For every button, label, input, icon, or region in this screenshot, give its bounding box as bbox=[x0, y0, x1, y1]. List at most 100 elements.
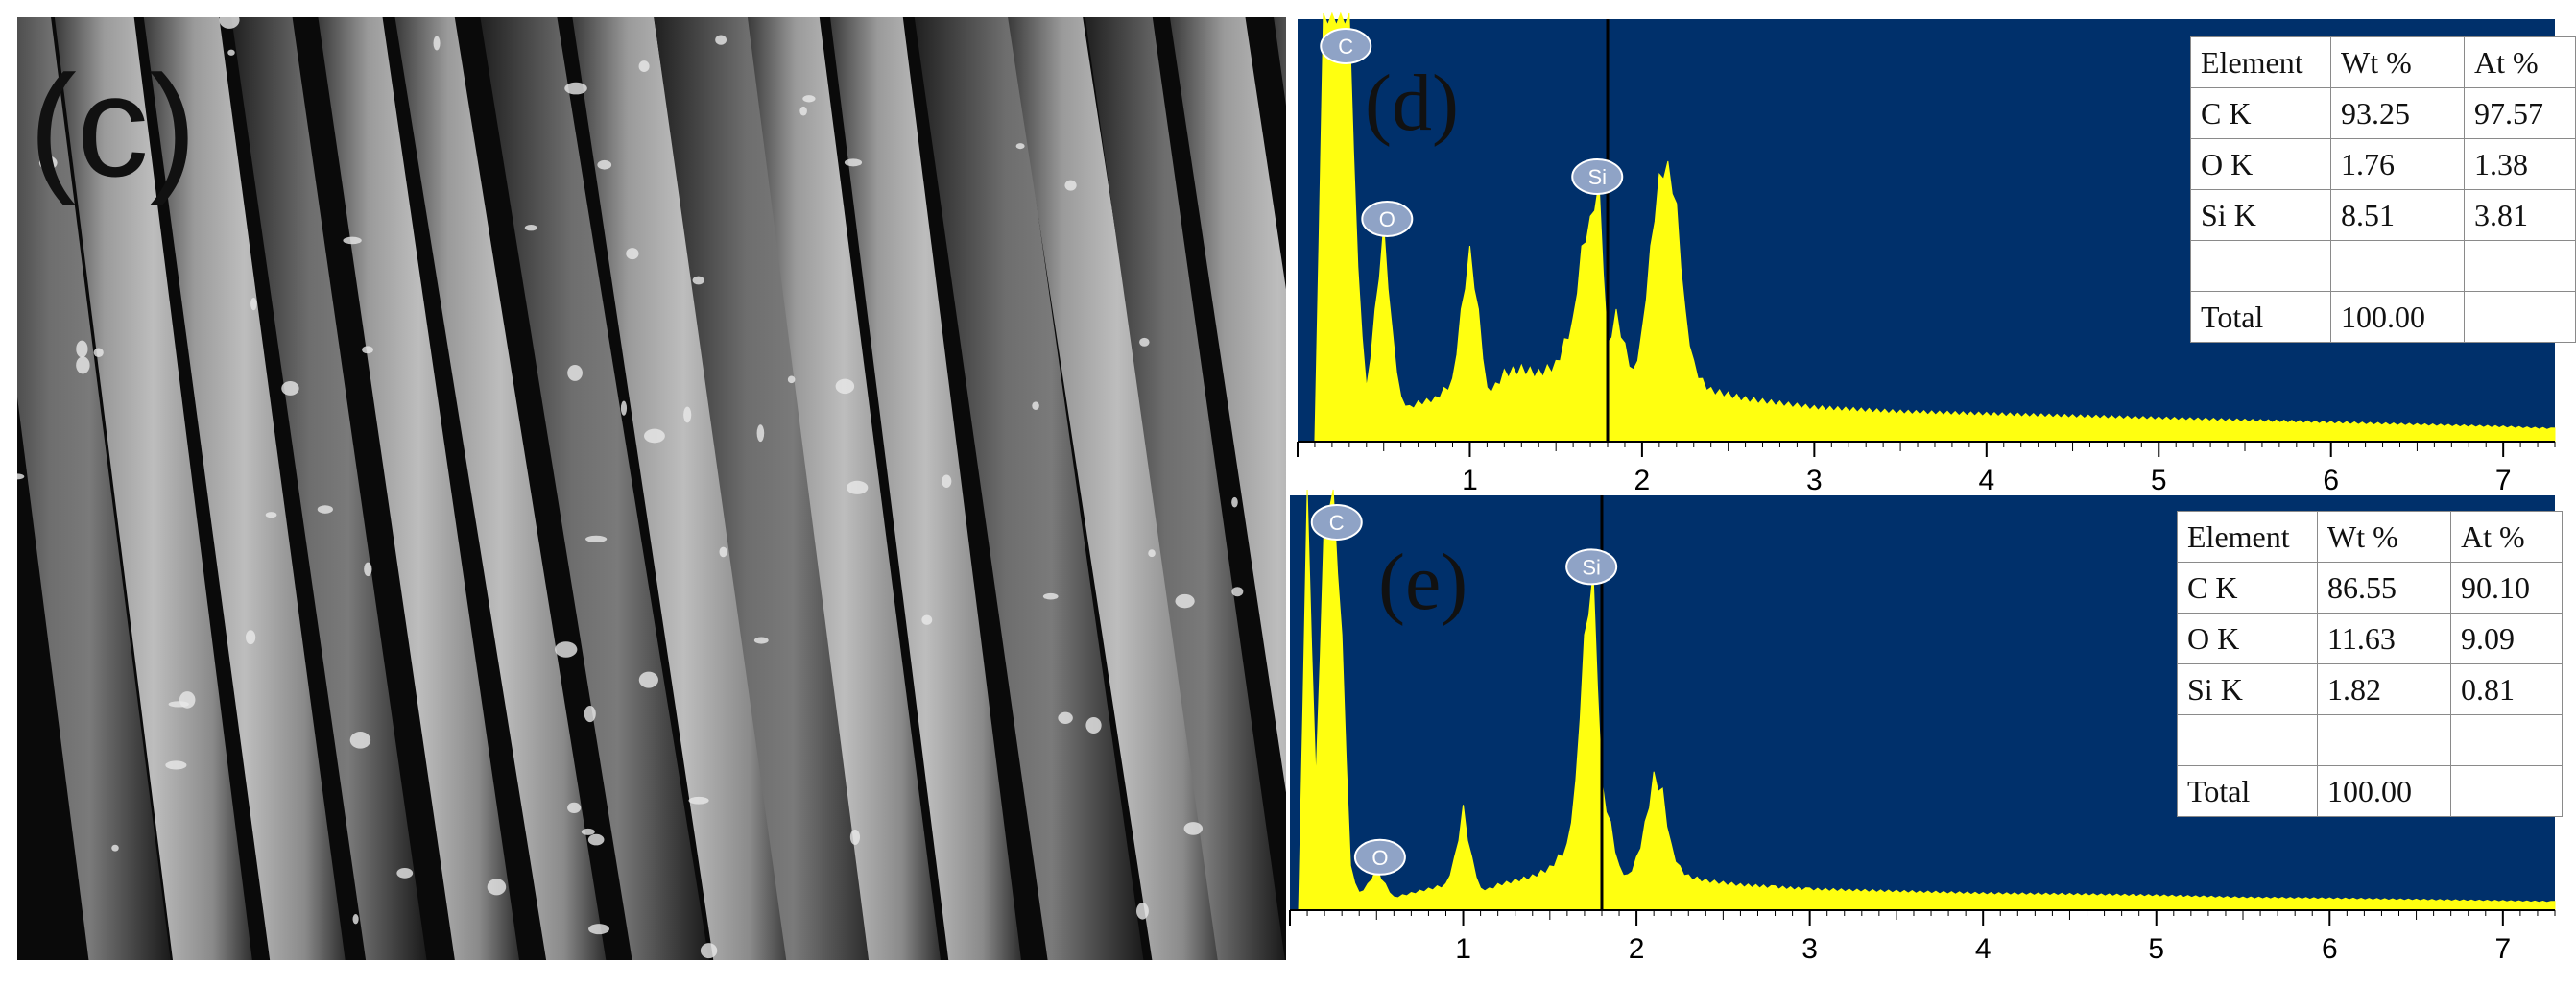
table-cell bbox=[2190, 240, 2331, 292]
peak-marker-label: C bbox=[1329, 511, 1345, 535]
table-cell bbox=[2317, 714, 2451, 766]
table-header-cell: Element bbox=[2177, 511, 2318, 563]
panel-label-c: (c) bbox=[29, 45, 197, 206]
table-header-cell: At % bbox=[2464, 36, 2576, 88]
surface-particle bbox=[76, 340, 88, 358]
carbon-fiber bbox=[54, 17, 252, 960]
table-cell bbox=[2464, 240, 2576, 292]
surface-particle bbox=[799, 106, 807, 116]
peak-marker bbox=[1571, 158, 1624, 195]
surface-particle bbox=[620, 400, 628, 416]
x-tick-label: 2 bbox=[1634, 465, 1651, 496]
peak-marker-label: C bbox=[1338, 35, 1353, 59]
x-tick-label: 1 bbox=[1462, 465, 1478, 496]
surface-particle bbox=[587, 833, 605, 846]
surface-particle bbox=[219, 17, 240, 29]
surface-particle bbox=[433, 36, 441, 51]
surface-particle bbox=[1175, 593, 1195, 609]
table-cell: 86.55 bbox=[2317, 562, 2451, 614]
peak-marker bbox=[1320, 28, 1372, 64]
surface-particle bbox=[715, 35, 727, 45]
table-cell bbox=[2177, 714, 2318, 766]
surface-particle bbox=[1032, 401, 1039, 410]
surface-particle bbox=[1231, 496, 1238, 508]
surface-particle bbox=[281, 381, 299, 396]
carbon-fiber bbox=[394, 17, 607, 960]
table-row: Si K 1.82 0.81 bbox=[2177, 663, 2563, 715]
carbon-fiber bbox=[654, 17, 887, 960]
table-header-cell: Element bbox=[2190, 36, 2331, 88]
surface-particle bbox=[756, 424, 765, 443]
table-row: O K 11.63 9.09 bbox=[2177, 613, 2563, 664]
table-row: Total 100.00 bbox=[2177, 765, 2563, 817]
surface-particle bbox=[352, 914, 359, 925]
table-cell: 1.82 bbox=[2317, 663, 2451, 715]
table-cell: 1.38 bbox=[2464, 138, 2576, 190]
carbon-fiber bbox=[1085, 17, 1285, 960]
surface-particle bbox=[364, 562, 372, 577]
surface-particle bbox=[683, 406, 692, 423]
peak-marker-label: O bbox=[1371, 846, 1388, 870]
surface-particle bbox=[93, 348, 104, 358]
table-row: Total 100.00 bbox=[2190, 291, 2576, 343]
x-tick-label: 3 bbox=[1801, 933, 1818, 965]
surface-particle bbox=[835, 378, 855, 395]
table-cell: 93.25 bbox=[2330, 87, 2465, 139]
surface-particle bbox=[638, 60, 650, 73]
surface-particle bbox=[1042, 592, 1059, 600]
x-tick-label: 7 bbox=[2495, 465, 2512, 496]
table-cell: 11.63 bbox=[2317, 613, 2451, 664]
table-cell: 3.81 bbox=[2464, 189, 2576, 241]
surface-particle bbox=[585, 535, 608, 543]
table-header-cell: Wt % bbox=[2330, 36, 2465, 88]
surface-particle bbox=[227, 49, 235, 56]
peak-marker-label: Si bbox=[1587, 165, 1607, 189]
surface-particle bbox=[246, 630, 256, 645]
surface-particle bbox=[638, 671, 658, 688]
table-cell: Total bbox=[2190, 291, 2331, 343]
table-header-row: Element Wt % At % bbox=[2190, 36, 2576, 88]
surface-particle bbox=[362, 346, 373, 354]
table-row bbox=[2190, 240, 2576, 292]
table-cell: C K bbox=[2177, 562, 2318, 614]
composition-table-e: Element Wt % At % C K 86.55 90.10 O K 11.63 9.09… bbox=[2177, 511, 2563, 817]
surface-particle bbox=[349, 732, 371, 749]
carbon-fiber bbox=[231, 17, 427, 960]
surface-particle bbox=[567, 364, 583, 381]
table-cell bbox=[2450, 765, 2563, 817]
surface-particle bbox=[787, 375, 796, 384]
sem-micrograph-panel-c bbox=[17, 17, 1286, 960]
surface-particle bbox=[921, 614, 933, 625]
surface-particle bbox=[1135, 903, 1149, 920]
carbon-fiber bbox=[1008, 17, 1228, 960]
surface-particle bbox=[1231, 587, 1244, 597]
surface-particle bbox=[688, 796, 709, 805]
peak-marker-label: Si bbox=[1582, 555, 1601, 579]
panel-label: (e) bbox=[1378, 538, 1467, 627]
surface-particle bbox=[802, 95, 816, 103]
table-cell: Si K bbox=[2177, 663, 2318, 715]
surface-particle bbox=[700, 943, 718, 959]
surface-particle bbox=[1148, 549, 1156, 558]
carbon-fiber bbox=[1169, 17, 1286, 793]
table-cell: 90.10 bbox=[2450, 562, 2563, 614]
surface-particle bbox=[564, 82, 587, 95]
carbon-fiber bbox=[480, 17, 709, 960]
table-cell bbox=[2450, 714, 2563, 766]
surface-particle bbox=[343, 236, 362, 245]
spectrum-area bbox=[1298, 489, 2556, 911]
surface-particle bbox=[942, 474, 952, 489]
x-tick-label: 4 bbox=[1978, 465, 1994, 496]
carbon-fiber bbox=[143, 17, 346, 960]
table-cell: 1.76 bbox=[2330, 138, 2465, 190]
sem-image bbox=[17, 17, 1286, 960]
composition-table-d: Element Wt % At % C K 93.25 97.57 O K 1.76 1.38 S… bbox=[2190, 36, 2576, 343]
table-row: O K 1.76 1.38 bbox=[2190, 138, 2576, 190]
x-tick-label: 7 bbox=[2494, 933, 2511, 965]
table-row bbox=[2177, 714, 2563, 766]
table-cell: O K bbox=[2177, 613, 2318, 664]
surface-particle bbox=[265, 512, 277, 518]
surface-particle bbox=[584, 705, 596, 723]
surface-particle bbox=[581, 828, 595, 835]
